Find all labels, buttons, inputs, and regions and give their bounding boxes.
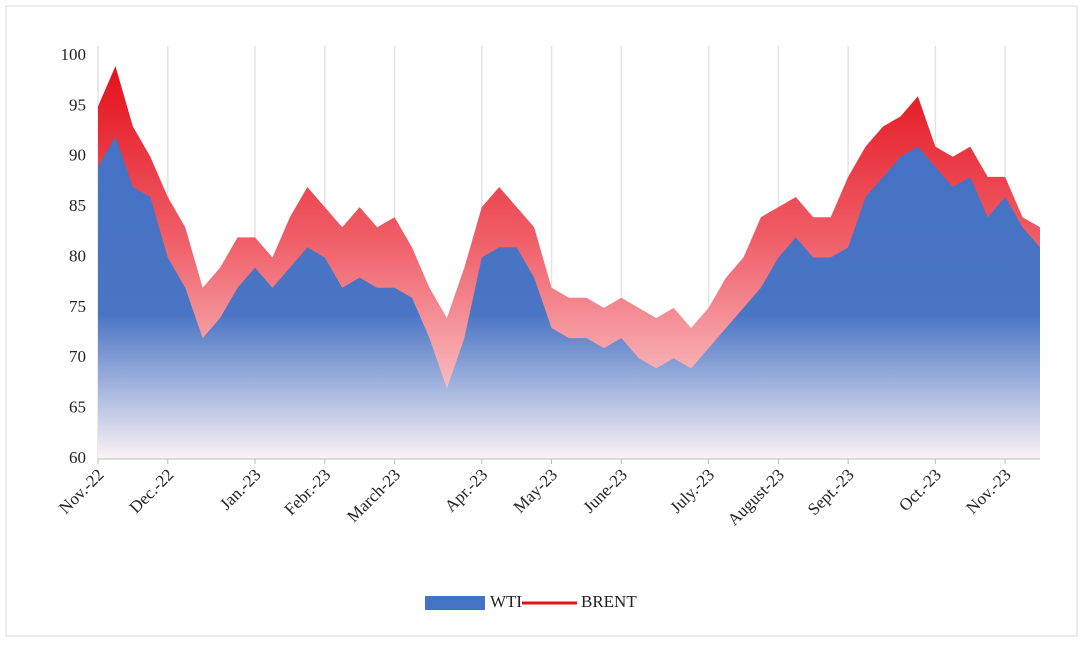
legend-label: BRENT [581,592,637,611]
y-tick-label: 80 [69,246,86,265]
y-tick-label: 65 [69,398,86,417]
y-tick-label: 100 [61,45,87,64]
y-tick-label: 75 [69,297,86,316]
y-tick-label: 60 [69,448,86,467]
legend-label: WTI [490,592,522,611]
y-tick-label: 90 [69,146,86,165]
y-tick-label: 70 [69,347,86,366]
area-wti [98,136,1040,459]
y-tick-label: 85 [69,196,86,215]
y-tick-label: 95 [69,95,86,114]
legend-swatch [425,596,485,610]
